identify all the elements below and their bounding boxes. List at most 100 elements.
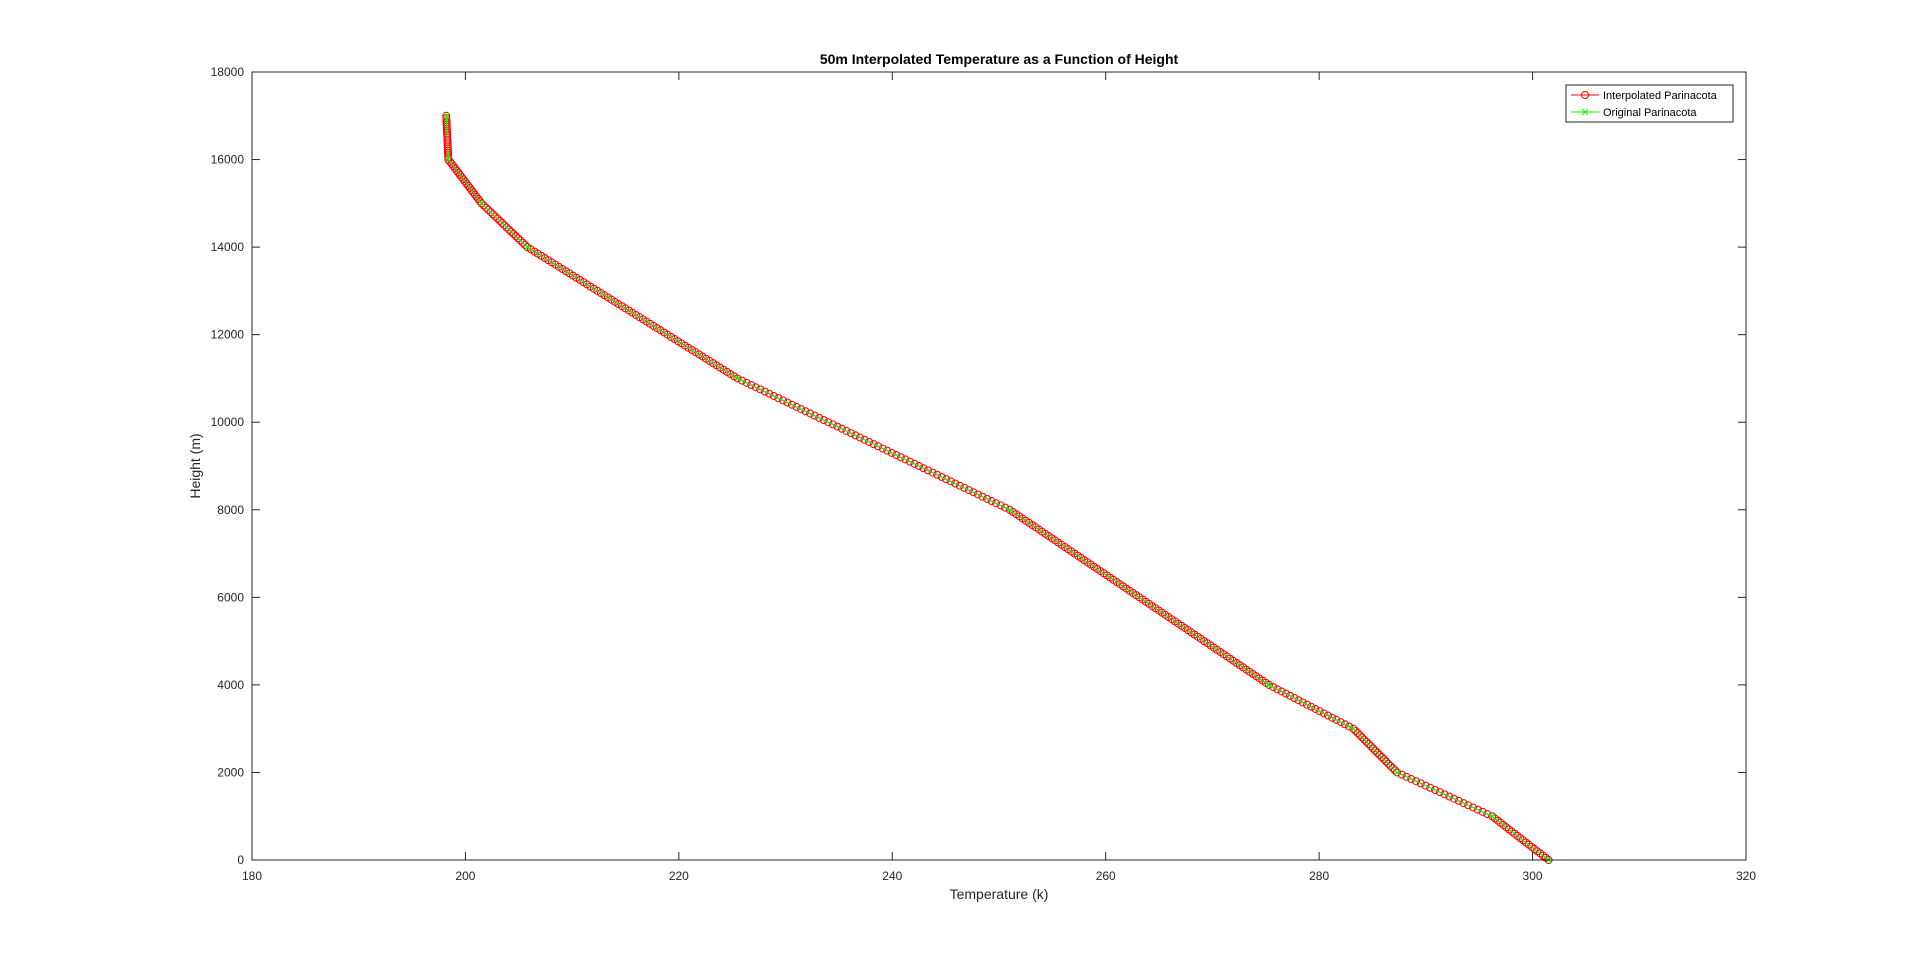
data-point-interpolated	[1319, 709, 1328, 718]
data-point-interpolated	[756, 385, 765, 394]
data-point-interpolated	[1345, 722, 1354, 731]
y-tick-label: 6000	[217, 590, 244, 604]
data-point-interpolated	[1445, 792, 1454, 801]
data-point-interpolated	[1355, 731, 1364, 740]
data-point-original	[523, 243, 531, 251]
series-layer	[442, 111, 1553, 864]
data-point-interpolated	[819, 416, 828, 425]
y-tick-label: 14000	[211, 240, 245, 254]
legend: Interpolated Parinacota Original Parinac…	[1565, 84, 1734, 123]
data-point-interpolated	[479, 201, 488, 210]
data-point-interpolated	[933, 470, 942, 479]
y-tick-label: 12000	[211, 328, 245, 342]
data-point-interpolated	[1311, 704, 1320, 713]
y-tick-label: 16000	[211, 153, 245, 167]
data-point-interpolated	[946, 477, 955, 486]
data-point-interpolated	[1324, 711, 1332, 720]
x-tick-label: 200	[455, 869, 475, 883]
data-point-interpolated	[973, 490, 982, 499]
ticks-layer: 180 200 220 240 260 280 300 320 0 2000 4000 6000 800…	[211, 65, 1757, 883]
data-point-interpolated	[806, 409, 815, 418]
data-point-interpolated	[1426, 783, 1435, 792]
data-point-interpolated	[1469, 803, 1478, 812]
data-point-interpolated	[787, 400, 796, 409]
data-point-interpolated	[792, 402, 801, 411]
data-point-interpolated	[846, 429, 855, 438]
x-tick-label: 300	[1523, 869, 1543, 883]
data-point-interpolated	[797, 405, 806, 414]
data-point-interpolated	[1358, 733, 1367, 742]
data-point-interpolated	[801, 407, 810, 416]
data-point-interpolated	[1483, 810, 1492, 819]
data-point-original	[478, 199, 485, 207]
data-point-interpolated	[896, 453, 905, 462]
x-tick-label: 320	[1736, 869, 1756, 883]
data-point-interpolated	[1377, 753, 1386, 762]
y-tick-label: 10000	[211, 415, 245, 429]
data-point-interpolated	[778, 396, 787, 405]
data-point-interpolated	[1416, 779, 1425, 788]
data-point-interpolated	[1368, 744, 1377, 753]
y-tick-label: 0	[237, 853, 244, 867]
data-point-interpolated	[1478, 807, 1487, 816]
y-tick-label: 8000	[217, 503, 244, 517]
data-point-interpolated	[1269, 683, 1278, 692]
chart-title: 50m Interpolated Temperature as a Functi…	[820, 51, 1179, 67]
data-point-interpolated	[1360, 735, 1369, 744]
data-point-interpolated	[1277, 687, 1286, 696]
data-point-interpolated	[518, 238, 527, 247]
data-point-interpolated	[869, 440, 878, 449]
data-point-original	[734, 375, 741, 382]
data-point-interpolated	[874, 442, 883, 451]
data-point-interpolated	[516, 236, 525, 245]
data-point-interpolated	[910, 459, 919, 468]
data-point-interpolated	[747, 381, 756, 390]
data-point-interpolated	[951, 479, 960, 488]
data-point-interpolated	[955, 481, 964, 490]
data-point-interpolated	[742, 378, 751, 387]
data-point-interpolated	[878, 444, 887, 453]
data-point-interpolated	[828, 420, 837, 429]
data-point-interpolated	[1332, 715, 1341, 724]
data-point-interpolated	[769, 391, 778, 400]
data-point-original	[1265, 681, 1273, 689]
data-point-interpolated	[1302, 700, 1311, 709]
data-point-interpolated	[883, 446, 892, 455]
legend-label-interpolated: Interpolated Parinacota	[1603, 90, 1718, 102]
data-point-interpolated	[1464, 801, 1473, 810]
data-point-interpolated	[1362, 737, 1371, 746]
data-point-interpolated	[1459, 799, 1468, 808]
data-point-interpolated	[1386, 761, 1395, 770]
data-point-interpolated	[992, 499, 1001, 508]
data-point-interpolated	[1298, 698, 1307, 707]
data-point-interpolated	[1421, 781, 1430, 790]
data-point-interpolated	[1450, 794, 1459, 803]
x-tick-label: 260	[1096, 869, 1116, 883]
data-point-interpolated	[1397, 770, 1406, 779]
data-point-interpolated	[865, 437, 874, 446]
data-point-interpolated	[1364, 739, 1373, 748]
data-point-interpolated	[1393, 768, 1402, 777]
data-point-original	[1006, 506, 1014, 514]
data-point-interpolated	[738, 376, 747, 385]
data-point-interpolated	[914, 462, 923, 470]
data-point-interpolated	[1281, 689, 1290, 698]
data-point-original	[445, 156, 452, 163]
data-point-interpolated	[1307, 702, 1316, 711]
data-point-interpolated	[1349, 724, 1358, 733]
y-tick-label: 2000	[217, 765, 244, 779]
data-point-interpolated	[504, 225, 513, 234]
data-point-interpolated	[856, 433, 864, 442]
data-point-interpolated	[751, 383, 760, 392]
y-tick-label: 4000	[217, 678, 244, 692]
data-point-interpolated	[996, 501, 1005, 510]
data-point-interpolated	[978, 492, 987, 501]
data-point-interpolated	[928, 468, 937, 477]
data-point-interpolated	[1382, 757, 1391, 766]
data-point-interpolated	[482, 203, 491, 212]
data-point-interpolated	[486, 208, 495, 217]
data-point-interpolated	[1402, 772, 1411, 781]
data-point-interpolated	[523, 243, 532, 252]
data-point-interpolated	[1390, 766, 1399, 775]
